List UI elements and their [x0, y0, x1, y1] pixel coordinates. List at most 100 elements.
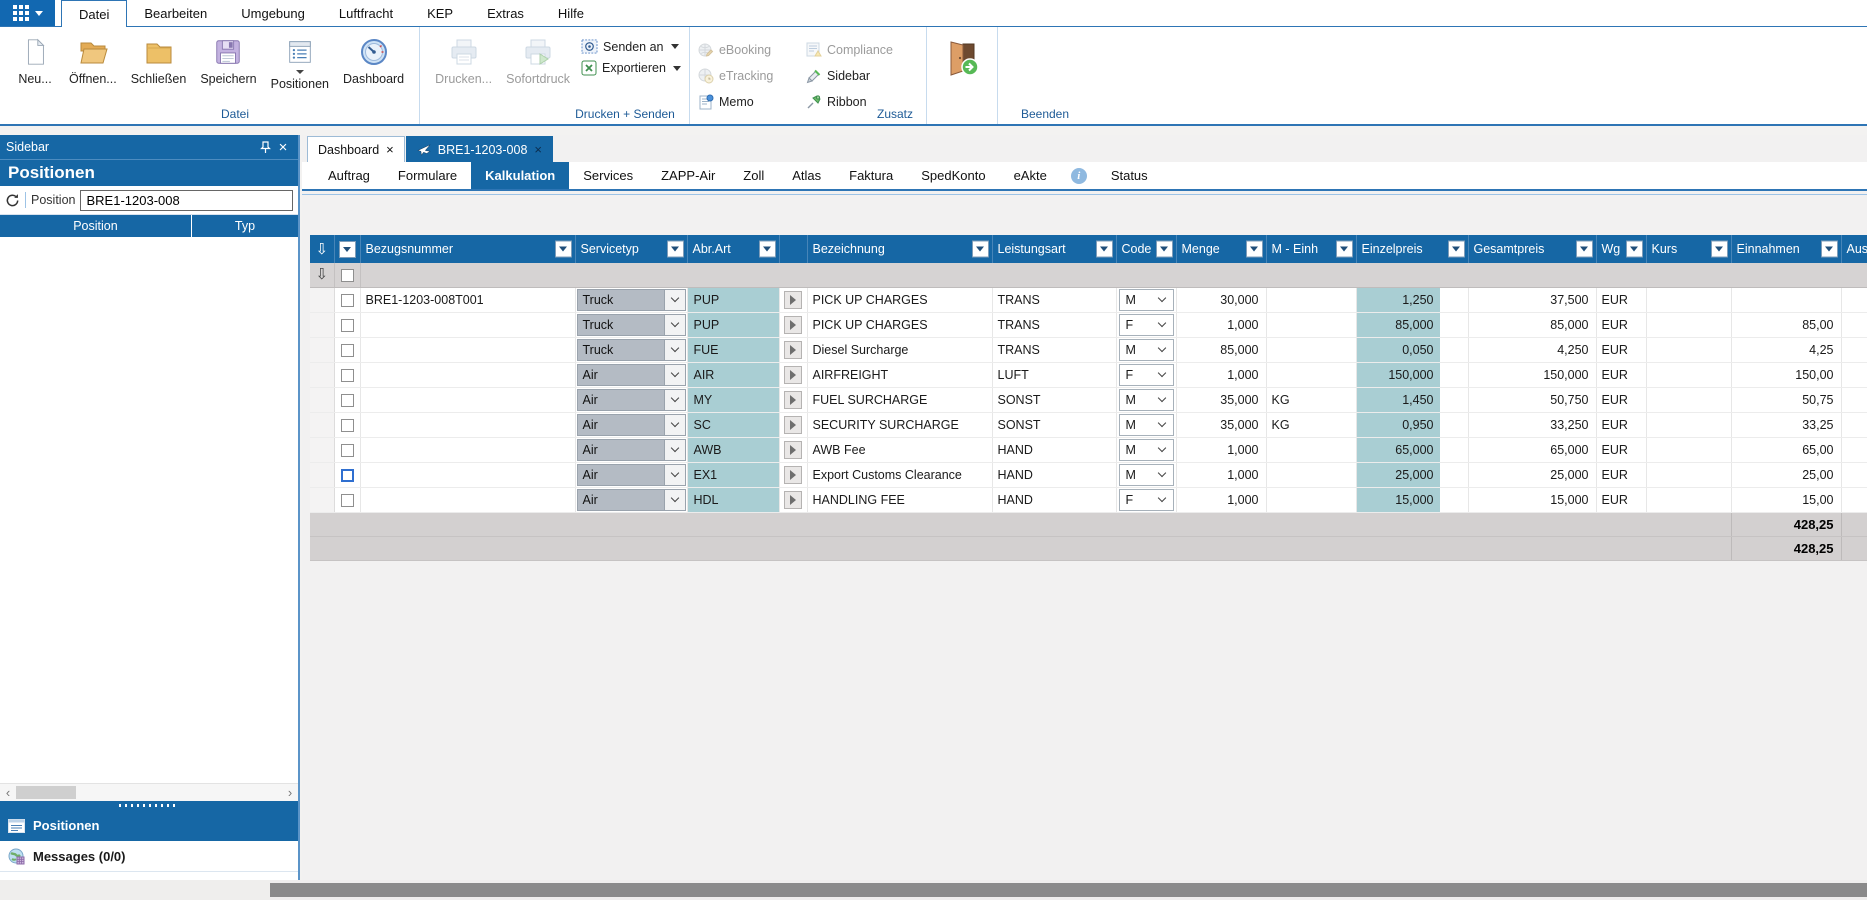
expand-row-button[interactable] — [784, 465, 802, 484]
ebooking-button[interactable]: eBooking — [698, 42, 806, 58]
header-einzelpreis[interactable]: Einzelpreis — [1356, 235, 1469, 263]
close-icon[interactable] — [274, 139, 292, 155]
scrollbar-thumb[interactable] — [16, 786, 76, 799]
leistungsart-cell[interactable]: TRANS — [992, 287, 1117, 313]
expand-row-button[interactable] — [784, 490, 802, 509]
row-checkbox[interactable] — [340, 443, 354, 457]
print-button[interactable]: Drucken... — [428, 31, 499, 88]
code-cell[interactable]: M — [1116, 287, 1177, 313]
abrart-cell[interactable]: SC — [687, 412, 780, 438]
subtab[interactable]: Services — [569, 162, 647, 189]
abrart-cell[interactable]: EX1 — [687, 462, 780, 488]
ribbon-toggle-button[interactable]: Ribbon — [806, 94, 918, 110]
subtab[interactable]: Status — [1097, 162, 1162, 189]
subtab[interactable]: Zoll — [729, 162, 778, 189]
chevron-down-icon[interactable] — [663, 314, 685, 335]
leistungsart-cell[interactable]: SONST — [992, 412, 1117, 438]
header-m-einh[interactable]: M - Einh — [1266, 235, 1357, 263]
servicetyp-cell[interactable]: Truck — [575, 287, 688, 313]
filter-icon[interactable] — [971, 240, 989, 258]
menu-item[interactable]: Bearbeiten — [127, 0, 224, 26]
waehrung-cell[interactable]: EUR — [1596, 312, 1647, 338]
column-typ[interactable]: Typ — [234, 219, 256, 233]
chevron-down-icon[interactable] — [1151, 289, 1173, 310]
servicetyp-cell[interactable]: Air — [575, 362, 688, 388]
bezugsnummer-cell[interactable] — [360, 337, 576, 363]
abrart-cell[interactable]: MY — [687, 387, 780, 413]
scroll-left-icon[interactable] — [0, 785, 16, 800]
close-icon[interactable] — [386, 142, 394, 157]
expand-row-button[interactable] — [784, 415, 802, 434]
menu-item[interactable]: Extras — [470, 0, 541, 26]
bezeichnung-cell[interactable]: PICK UP CHARGES — [807, 287, 993, 313]
close-button[interactable]: Schließen — [124, 31, 194, 88]
filter-icon[interactable] — [758, 240, 776, 258]
bezugsnummer-cell[interactable] — [360, 462, 576, 488]
positions-button[interactable]: Positionen — [264, 31, 336, 93]
leistungsart-cell[interactable]: HAND — [992, 462, 1117, 488]
sidebar-nav-messages[interactable]: Messages (0/0) — [0, 841, 298, 872]
kurs-cell[interactable] — [1646, 362, 1732, 388]
row-checkbox[interactable] — [340, 393, 354, 407]
row-checkbox[interactable] — [340, 493, 354, 507]
menu-item[interactable]: Datei — [61, 0, 128, 27]
filter-icon[interactable] — [1095, 240, 1113, 258]
header-wg[interactable]: Wg — [1596, 235, 1647, 263]
filter-icon[interactable] — [1710, 240, 1728, 258]
sidebar-splitter[interactable] — [0, 801, 298, 810]
chevron-down-icon[interactable] — [1151, 314, 1173, 335]
filter-icon[interactable] — [1625, 240, 1643, 258]
chevron-down-icon[interactable] — [663, 489, 685, 510]
kurs-cell[interactable] — [1646, 437, 1732, 463]
position-input[interactable] — [80, 189, 293, 211]
open-button[interactable]: Öffnen... — [62, 31, 124, 88]
menge-cell[interactable]: 1,000 — [1176, 462, 1267, 488]
header-ausgaben[interactable]: Aus — [1841, 235, 1867, 263]
filter-icon[interactable] — [338, 240, 356, 258]
einheit-cell[interactable] — [1266, 287, 1357, 313]
kurs-cell[interactable] — [1646, 337, 1732, 363]
servicetyp-cell[interactable]: Air — [575, 437, 688, 463]
einzelpreis-cell[interactable]: 0,950 — [1356, 412, 1469, 438]
subtab[interactable]: Kalkulation — [471, 162, 570, 189]
header-leistungsart[interactable]: Leistungsart — [992, 235, 1117, 263]
menge-cell[interactable]: 30,000 — [1176, 287, 1267, 313]
kurs-cell[interactable] — [1646, 412, 1732, 438]
servicetyp-cell[interactable]: Air — [575, 462, 688, 488]
einheit-cell[interactable] — [1266, 462, 1357, 488]
menge-cell[interactable]: 35,000 — [1176, 387, 1267, 413]
filter-icon[interactable] — [1820, 240, 1838, 258]
waehrung-cell[interactable]: EUR — [1596, 487, 1647, 513]
chevron-down-icon[interactable] — [663, 439, 685, 460]
subtab[interactable]: Atlas — [778, 162, 835, 189]
exit-button[interactable] — [935, 31, 989, 81]
waehrung-cell[interactable]: EUR — [1596, 287, 1647, 313]
header-code[interactable]: Code — [1116, 235, 1177, 263]
expand-row-button[interactable] — [784, 440, 802, 459]
chevron-down-icon[interactable] — [663, 289, 685, 310]
menge-cell[interactable]: 1,000 — [1176, 312, 1267, 338]
leistungsart-cell[interactable]: LUFT — [992, 362, 1117, 388]
einzelpreis-cell[interactable]: 65,000 — [1356, 437, 1469, 463]
header-abrart[interactable]: Abr.Art — [687, 235, 780, 263]
row-checkbox[interactable] — [340, 468, 354, 482]
kurs-cell[interactable] — [1646, 387, 1732, 413]
bezeichnung-cell[interactable]: Export Customs Clearance — [807, 462, 993, 488]
chevron-down-icon[interactable] — [1151, 389, 1173, 410]
waehrung-cell[interactable]: EUR — [1596, 387, 1647, 413]
sidebar-horizontal-scrollbar[interactable] — [0, 783, 298, 801]
leistungsart-cell[interactable]: TRANS — [992, 337, 1117, 363]
einheit-cell[interactable] — [1266, 437, 1357, 463]
menge-cell[interactable]: 1,000 — [1176, 487, 1267, 513]
subtab[interactable]: Auftrag — [314, 162, 384, 189]
einzelpreis-cell[interactable]: 15,000 — [1356, 487, 1469, 513]
abrart-cell[interactable]: PUP — [687, 312, 780, 338]
row-checkbox[interactable] — [340, 293, 354, 307]
kurs-cell[interactable] — [1646, 312, 1732, 338]
header-kurs[interactable]: Kurs — [1646, 235, 1732, 263]
einheit-cell[interactable]: KG — [1266, 387, 1357, 413]
sidebar-nav-positionen[interactable]: Positionen — [0, 810, 298, 841]
chevron-down-icon[interactable] — [1151, 489, 1173, 510]
close-icon[interactable] — [534, 142, 542, 157]
bezugsnummer-cell[interactable] — [360, 437, 576, 463]
